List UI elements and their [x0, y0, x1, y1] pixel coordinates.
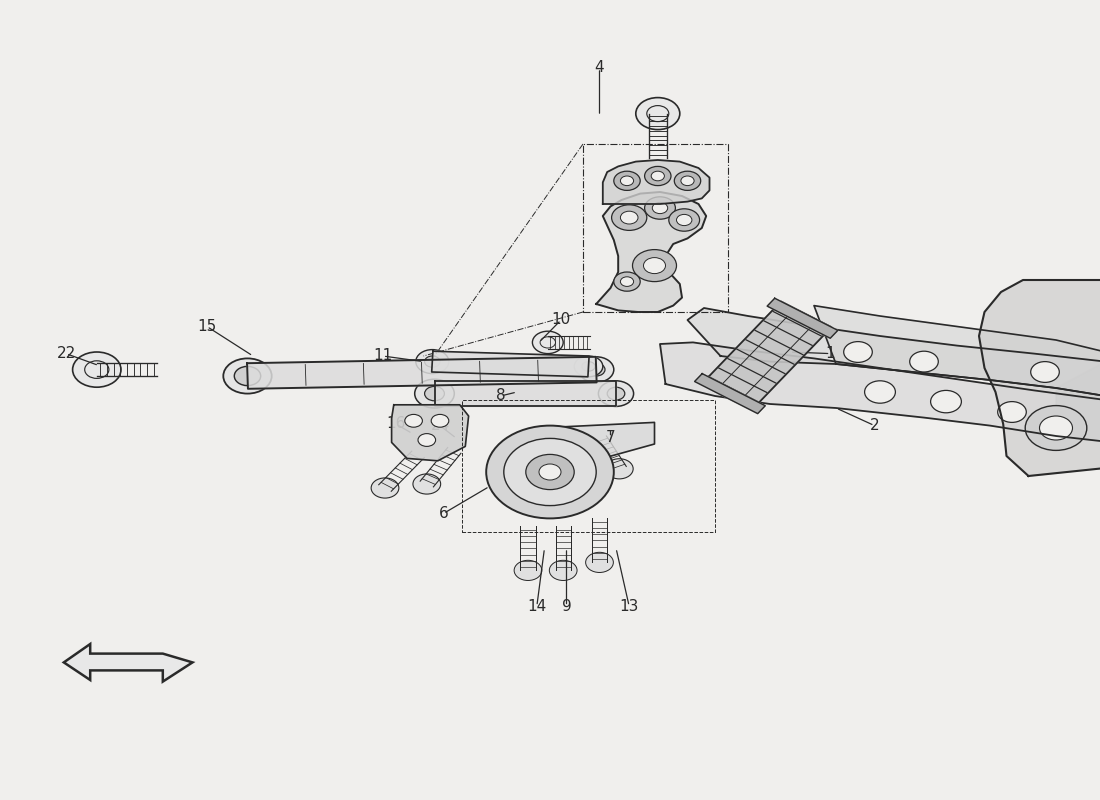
Circle shape [636, 98, 680, 130]
Circle shape [1031, 362, 1059, 382]
Circle shape [405, 414, 422, 427]
Circle shape [607, 387, 625, 400]
Circle shape [674, 171, 701, 190]
Circle shape [416, 350, 449, 374]
Text: 7: 7 [606, 430, 615, 445]
Circle shape [632, 250, 676, 282]
Polygon shape [814, 306, 1100, 396]
Circle shape [539, 464, 561, 480]
Circle shape [669, 209, 700, 231]
Circle shape [652, 202, 668, 214]
Polygon shape [539, 422, 654, 476]
Circle shape [418, 434, 436, 446]
Circle shape [425, 386, 444, 401]
Circle shape [532, 331, 563, 354]
Polygon shape [660, 342, 1100, 442]
Circle shape [931, 390, 961, 413]
Circle shape [73, 352, 121, 387]
Circle shape [223, 358, 272, 394]
Text: 14: 14 [527, 599, 547, 614]
Circle shape [582, 362, 595, 371]
Circle shape [614, 171, 640, 190]
Text: 16: 16 [386, 417, 406, 431]
Circle shape [371, 478, 399, 498]
Circle shape [676, 214, 692, 226]
Circle shape [415, 379, 454, 408]
Circle shape [574, 356, 603, 377]
Text: 13: 13 [619, 599, 639, 614]
Polygon shape [434, 381, 616, 406]
Text: 15: 15 [197, 319, 217, 334]
Text: 9: 9 [562, 599, 571, 614]
Text: 10: 10 [551, 313, 571, 327]
Circle shape [1025, 406, 1087, 450]
Text: 2: 2 [870, 418, 879, 433]
Polygon shape [767, 298, 838, 338]
Circle shape [651, 171, 664, 181]
Circle shape [612, 205, 647, 230]
Bar [583, 144, 728, 312]
Circle shape [681, 176, 694, 186]
Polygon shape [1056, 362, 1100, 442]
Circle shape [620, 211, 638, 224]
Circle shape [645, 197, 675, 219]
Polygon shape [688, 308, 1100, 396]
Circle shape [579, 357, 614, 382]
Circle shape [605, 458, 634, 479]
Circle shape [644, 258, 666, 274]
Circle shape [431, 414, 449, 427]
Circle shape [1040, 416, 1072, 440]
Polygon shape [979, 280, 1100, 476]
Polygon shape [248, 357, 596, 389]
Circle shape [514, 560, 542, 581]
Circle shape [865, 381, 895, 403]
Circle shape [598, 381, 634, 406]
Circle shape [620, 277, 634, 286]
Circle shape [585, 552, 614, 573]
Circle shape [412, 474, 441, 494]
Circle shape [910, 351, 938, 372]
Text: 11: 11 [373, 349, 393, 363]
Polygon shape [603, 160, 710, 204]
Circle shape [504, 438, 596, 506]
Text: 8: 8 [496, 389, 505, 403]
Circle shape [526, 454, 574, 490]
Circle shape [425, 356, 440, 367]
Polygon shape [596, 192, 706, 312]
Circle shape [645, 166, 671, 186]
Circle shape [549, 560, 578, 581]
Polygon shape [694, 374, 766, 414]
Text: 1: 1 [826, 346, 835, 361]
Circle shape [587, 363, 605, 376]
Polygon shape [431, 351, 590, 377]
Bar [462, 400, 715, 532]
Polygon shape [392, 405, 469, 461]
Text: 22: 22 [56, 346, 76, 361]
Text: 24: 24 [430, 418, 450, 433]
Circle shape [998, 402, 1026, 422]
Circle shape [614, 272, 640, 291]
Circle shape [234, 366, 261, 386]
Text: 6: 6 [439, 506, 448, 521]
Polygon shape [64, 644, 192, 682]
Polygon shape [708, 302, 832, 402]
Circle shape [486, 426, 614, 518]
Text: 4: 4 [595, 61, 604, 75]
Circle shape [844, 342, 872, 362]
Circle shape [620, 176, 634, 186]
